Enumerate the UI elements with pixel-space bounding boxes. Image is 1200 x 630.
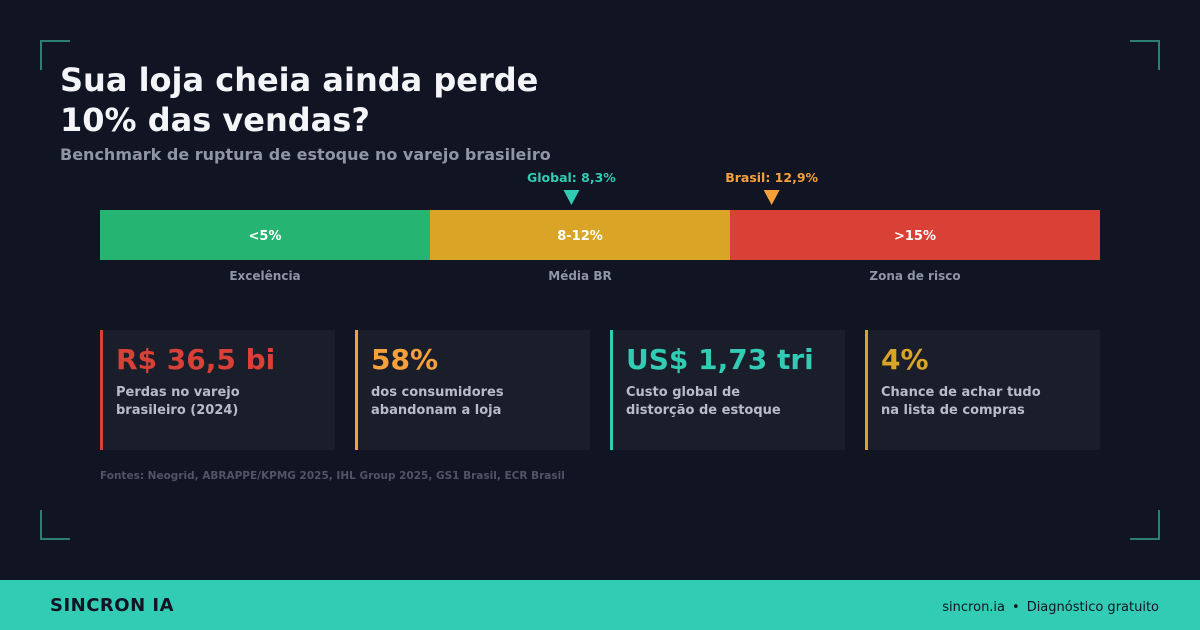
stat-label-line: Chance de achar tudo [881,385,1041,400]
segment-caption: Zona de risco [869,269,960,283]
stat-card-full-list: 4% Chance de achar tudo na lista de comp… [865,330,1100,450]
title-line-2: 10% das vendas? [60,101,370,139]
stat-value: 4% [881,343,929,376]
stat-card-global-cost: US$ 1,73 tri Custo global de distorção d… [610,330,845,450]
stat-label: Perdas no varejo brasileiro (2024) [116,384,316,420]
stat-value: US$ 1,73 tri [626,343,814,376]
brand-logo: SINCRON IA [50,595,175,616]
benchmark-scale-chart: <5% Excelência 8-12% Média BR >15% Zona de ri… [100,170,1100,283]
cta-link[interactable]: Diagnóstico gratuito [1026,600,1159,615]
stat-label: Chance de achar tudo na lista de compras [881,384,1081,420]
stat-value: 58% [371,343,439,376]
stat-label-line: distorção de estoque [626,403,781,418]
stat-label-line: Perdas no varejo [116,385,240,400]
stat-label-line: Custo global de [626,385,741,400]
marker-triangle [563,190,580,205]
sources-note: Fontes: Neogrid, ABRAPPE/KPMG 2025, IHL … [100,470,565,482]
segment-label: 8-12% [557,229,603,244]
segment-label: <5% [249,229,282,244]
stat-label-line: brasileiro (2024) [116,403,239,418]
stat-label-line: dos consumidores [371,385,504,400]
footer-bar: SINCRON IA sincron.ia • Diagnóstico gratui… [0,580,1200,630]
stat-value: R$ 36,5 bi [116,343,276,376]
stat-label: dos consumidores abandonam a loja [371,384,571,420]
segment-caption: Média BR [548,269,611,283]
corner-top-left [40,40,70,70]
stat-label-line: na lista de compras [881,403,1025,418]
segment-label: >15% [894,229,936,244]
corner-top-right [1130,40,1160,70]
marker-triangle [763,190,780,205]
marker-label: Brasil: 12,9% [725,170,818,185]
stat-label: Custo global de distorção de estoque [626,384,826,420]
page-subtitle: Benchmark de ruptura de estoque no varej… [60,145,551,164]
marker-label: Global: 8,3% [527,170,616,185]
corner-bottom-left [40,510,70,540]
stat-label-line: abandonam a loja [371,403,502,418]
stat-card-losses: R$ 36,5 bi Perdas no varejo brasileiro (… [100,330,335,450]
stat-card-abandon: 58% dos consumidores abandonam a loja [355,330,590,450]
page-title: Sua loja cheia ainda perde 10% das venda… [60,60,620,140]
segment-caption: Excelência [229,269,300,283]
scale-segment [730,210,1100,260]
scale-segment [100,210,430,260]
scale-segment [430,210,730,260]
footer-separator: • [1012,600,1020,615]
title-line-1: Sua loja cheia ainda perde [60,61,539,99]
site-link[interactable]: sincron.ia [942,600,1006,615]
footer-links: sincron.ia • Diagnóstico gratuito [942,600,1159,615]
corner-bottom-right [1130,510,1160,540]
